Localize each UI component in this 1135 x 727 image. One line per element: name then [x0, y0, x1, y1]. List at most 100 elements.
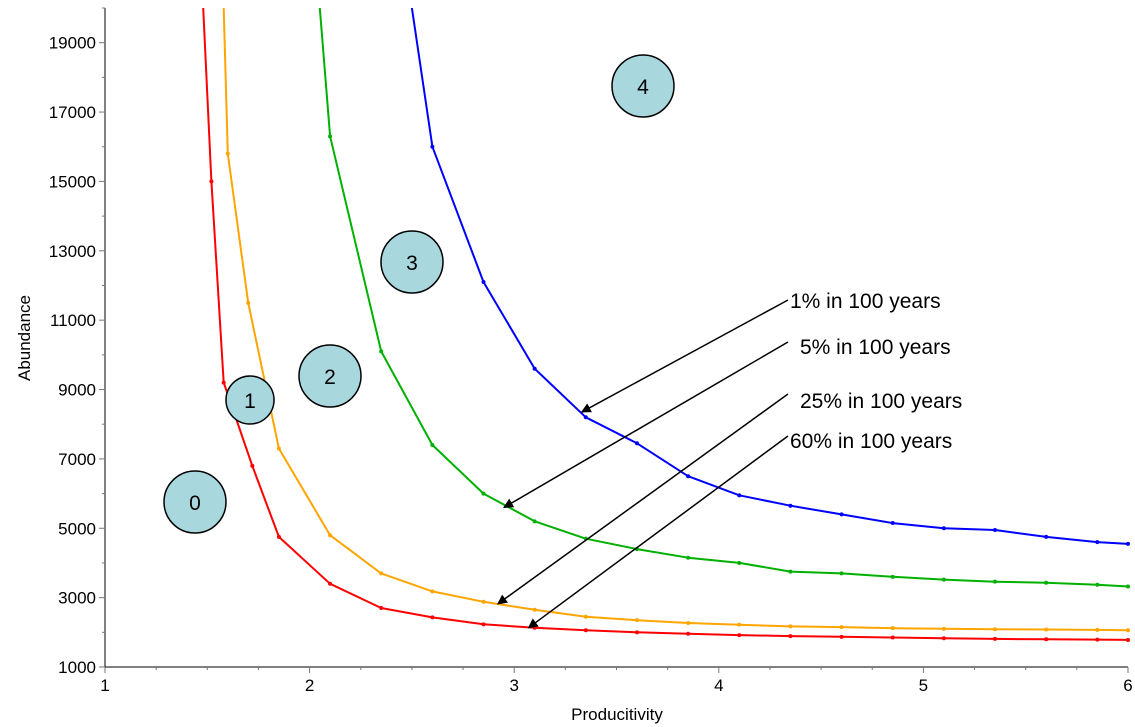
series-point-0 — [430, 615, 435, 620]
series-point-2 — [686, 555, 691, 560]
series-lines — [202, 7, 1130, 642]
annotation-arrow-0 — [580, 299, 789, 413]
zone-circle-2 — [298, 344, 362, 408]
series-point-3 — [430, 144, 435, 149]
zone-circle-3 — [380, 230, 444, 294]
series-point-1 — [481, 599, 486, 604]
series-point-2 — [839, 571, 844, 576]
series-point-2 — [993, 579, 998, 584]
series-point-2 — [788, 569, 793, 574]
series-point-1 — [328, 533, 333, 538]
series-point-0 — [1126, 637, 1130, 642]
zone-label-0: 0 — [189, 492, 201, 515]
series-point-2 — [1126, 584, 1130, 589]
y-tick-label: 9000 — [58, 381, 96, 400]
series-point-1 — [993, 627, 998, 632]
series-point-2 — [430, 443, 435, 448]
series-point-0 — [634, 630, 639, 635]
series-point-2 — [941, 577, 946, 582]
annotation-arrow-2 — [497, 393, 789, 605]
series-point-3 — [993, 527, 998, 532]
x-tick-label: 4 — [714, 676, 723, 695]
series-point-1 — [737, 622, 742, 627]
zone-circle-1 — [225, 375, 275, 425]
x-tick-label: 1 — [100, 676, 109, 695]
series-point-0 — [788, 634, 793, 639]
series-point-3 — [890, 521, 895, 526]
y-tick-label: 1000 — [58, 658, 96, 677]
y-tick-label: 5000 — [58, 519, 96, 538]
series-point-3 — [481, 280, 486, 285]
y-tick-label: 3000 — [58, 589, 96, 608]
y-tick-label: 15000 — [49, 172, 96, 191]
series-point-1 — [1044, 627, 1049, 632]
series-point-0 — [532, 625, 537, 630]
series-point-0 — [941, 636, 946, 641]
annotation-label-2: 25% in 100 years — [800, 390, 962, 413]
annotation-arrow-3 — [527, 435, 789, 629]
series-point-3 — [839, 512, 844, 517]
series-point-3 — [583, 415, 588, 420]
y-axis-title: Abundance — [15, 295, 34, 381]
series-point-0 — [890, 635, 895, 640]
zone-label-2: 2 — [324, 366, 336, 389]
series-point-2 — [737, 560, 742, 565]
x-axis-title: Producitivity — [571, 705, 663, 724]
series-point-3 — [1044, 534, 1049, 539]
series-line-1 — [222, 7, 1129, 632]
series-point-3 — [1126, 541, 1130, 546]
series-point-2 — [532, 519, 537, 524]
y-tick-label: 7000 — [58, 450, 96, 469]
series-point-1 — [532, 607, 537, 612]
y-tick-label: 19000 — [49, 34, 96, 53]
zone-label-1: 1 — [244, 390, 256, 413]
series-point-0 — [583, 628, 588, 633]
series-line-3 — [410, 7, 1129, 545]
x-tick-label: 2 — [305, 676, 314, 695]
series-line-2 — [318, 7, 1129, 588]
series-point-3 — [532, 366, 537, 371]
series-point-3 — [941, 526, 946, 531]
zone-circle-4 — [611, 54, 675, 118]
series-point-1 — [246, 300, 251, 305]
series-point-3 — [788, 503, 793, 508]
series-point-2 — [481, 491, 486, 496]
series-point-1 — [379, 571, 384, 576]
series-point-1 — [634, 618, 639, 623]
annotation-label-1: 5% in 100 years — [800, 336, 951, 359]
series-point-0 — [686, 631, 691, 636]
annotations: 1% in 100 years 5% in 100 years 25% in 100… — [497, 290, 962, 629]
series-point-0 — [221, 380, 226, 385]
series-point-1 — [788, 624, 793, 629]
series-point-0 — [993, 636, 998, 641]
series-point-2 — [328, 134, 333, 139]
x-tick-label: 3 — [509, 676, 518, 695]
series-point-1 — [1095, 627, 1100, 632]
axes: 1000 3000 5000 7000 9000 11000 13000 15000 17000… — [49, 7, 1133, 695]
series-point-1 — [839, 625, 844, 630]
zone-label-4: 4 — [637, 76, 649, 99]
y-tick-label: 13000 — [49, 242, 96, 261]
series-point-2 — [379, 349, 384, 354]
y-tick-label: 17000 — [49, 103, 96, 122]
series-point-1 — [430, 589, 435, 594]
series-point-0 — [481, 622, 486, 627]
zone-circle-0 — [163, 470, 227, 534]
series-line-0 — [202, 7, 1129, 641]
series-point-0 — [839, 634, 844, 639]
series-point-0 — [209, 179, 214, 184]
zone-label-3: 3 — [406, 252, 418, 275]
y-tick-label: 11000 — [50, 311, 96, 330]
series-point-0 — [737, 633, 742, 638]
series-point-1 — [890, 626, 895, 631]
series-point-1 — [225, 151, 230, 156]
x-tick-label: 6 — [1123, 676, 1132, 695]
series-point-0 — [1095, 637, 1100, 642]
series-point-3 — [634, 441, 639, 446]
series-point-2 — [890, 574, 895, 579]
series-point-3 — [686, 474, 691, 479]
series-point-3 — [1095, 540, 1100, 545]
series-point-2 — [1044, 580, 1049, 585]
annotation-label-3: 60% in 100 years — [790, 430, 952, 453]
